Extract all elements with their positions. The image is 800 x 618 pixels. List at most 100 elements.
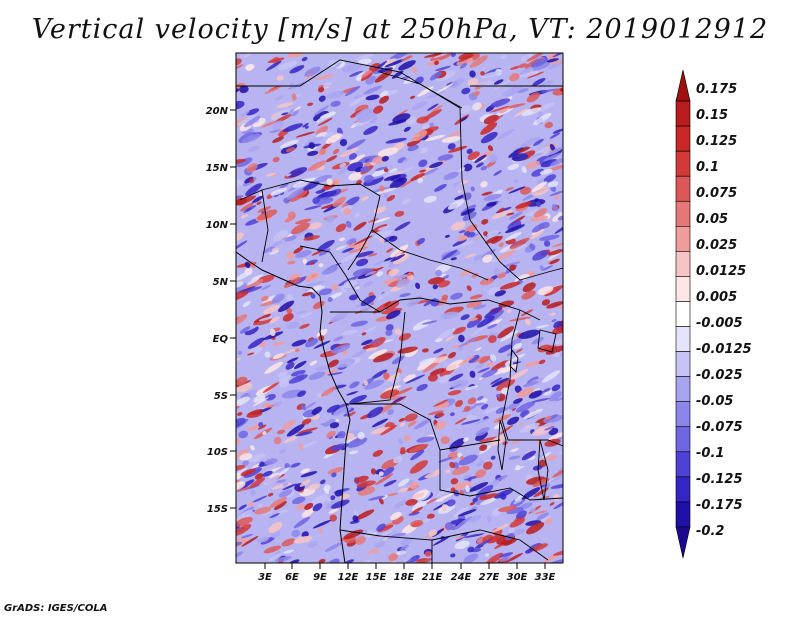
field-patch [257,206,271,213]
field-patch [467,546,475,553]
field-patch [399,422,406,427]
lat-tick-label: 10S [207,447,228,458]
field-patch [276,371,288,377]
field-patch [500,54,507,60]
field-patch [291,339,307,347]
field-patch [377,67,394,73]
field-patch [390,395,402,401]
field-patch [403,126,411,132]
field-patch [499,555,511,562]
field-patch [246,65,253,72]
field-patch [424,471,441,479]
field-patch [369,337,386,348]
field-patch [236,412,243,416]
field-patch [288,273,301,281]
field-patch [269,496,287,508]
field-patch [515,510,527,520]
field-patch [268,522,283,534]
field-patch [502,85,523,97]
colorbar-label: 0.075 [696,186,737,201]
colorbar-label: -0.175 [696,498,743,513]
field-patch [390,511,402,521]
field-patch [330,443,349,451]
field-patch [435,65,451,72]
field-patch [385,324,394,332]
field-patch [461,87,471,95]
field-patch [396,278,411,288]
colorbar-segment [675,276,691,302]
field-patch [505,552,523,563]
field-patch [471,273,479,278]
field-patch [250,489,257,496]
field-patch [524,360,540,367]
field-patch [536,512,550,521]
field-patch [264,85,282,94]
field-patch [243,205,257,213]
field-patch [364,158,370,162]
field-patch [387,492,398,497]
field-patch [514,494,525,502]
colorbar-labels: 0.175 0.15 0.125 0.1 0.075 0.05 0.025 0.… [696,82,752,539]
field-patch [270,187,287,196]
colorbar-label: -0.0125 [696,342,752,357]
field-patch [236,195,244,199]
colorbar-segment [675,100,691,127]
field-patch [487,323,498,329]
field-patch [489,105,510,113]
field-patch [399,293,411,297]
field-patch [316,73,334,81]
field-patch [318,558,326,563]
field-patch [405,499,418,506]
field-patch [547,60,563,70]
field-patch [267,492,274,497]
field-patch [318,248,331,256]
field-patch [508,527,515,534]
field-patch [394,210,405,217]
field-patch [376,271,384,277]
field-patch [363,125,378,135]
field-patch [268,552,283,562]
field-patch [291,93,297,101]
field-patch [444,234,450,238]
field-patch [545,455,558,461]
field-patch [486,534,505,544]
field-patch [383,301,392,307]
field-patch [541,299,551,306]
field-patch [506,212,515,216]
field-patch [317,392,323,398]
field-patch [506,351,515,357]
field-patch [373,260,385,266]
field-patch [554,338,563,345]
field-patch [339,138,348,147]
field-patch [419,169,427,173]
field-patch [526,450,533,454]
field-patch [526,522,545,535]
field-patch [272,120,284,130]
field-patch [435,487,451,498]
field-patch [518,329,540,339]
field-patch [293,246,304,254]
field-patch [515,401,536,413]
field-patch [383,479,397,487]
field-patch [301,291,313,297]
field-patch [240,214,249,219]
field-patch [310,262,315,265]
field-patch [532,250,549,261]
field-patch [412,558,433,563]
field-patch [377,225,390,231]
field-patch [498,344,512,353]
field-patch [345,432,355,440]
field-patch [456,57,474,66]
field-patch [486,361,494,367]
field-patch [469,502,475,506]
field-patch [403,374,416,383]
field-patch [530,215,549,222]
colorbar-label: -0.025 [696,368,743,383]
field-patch [259,461,265,467]
field-patch [470,186,475,192]
field-patch [402,158,410,163]
field-patch [499,281,521,290]
field-patch [356,258,369,267]
field-patch [404,413,418,422]
field-patch [474,417,491,425]
